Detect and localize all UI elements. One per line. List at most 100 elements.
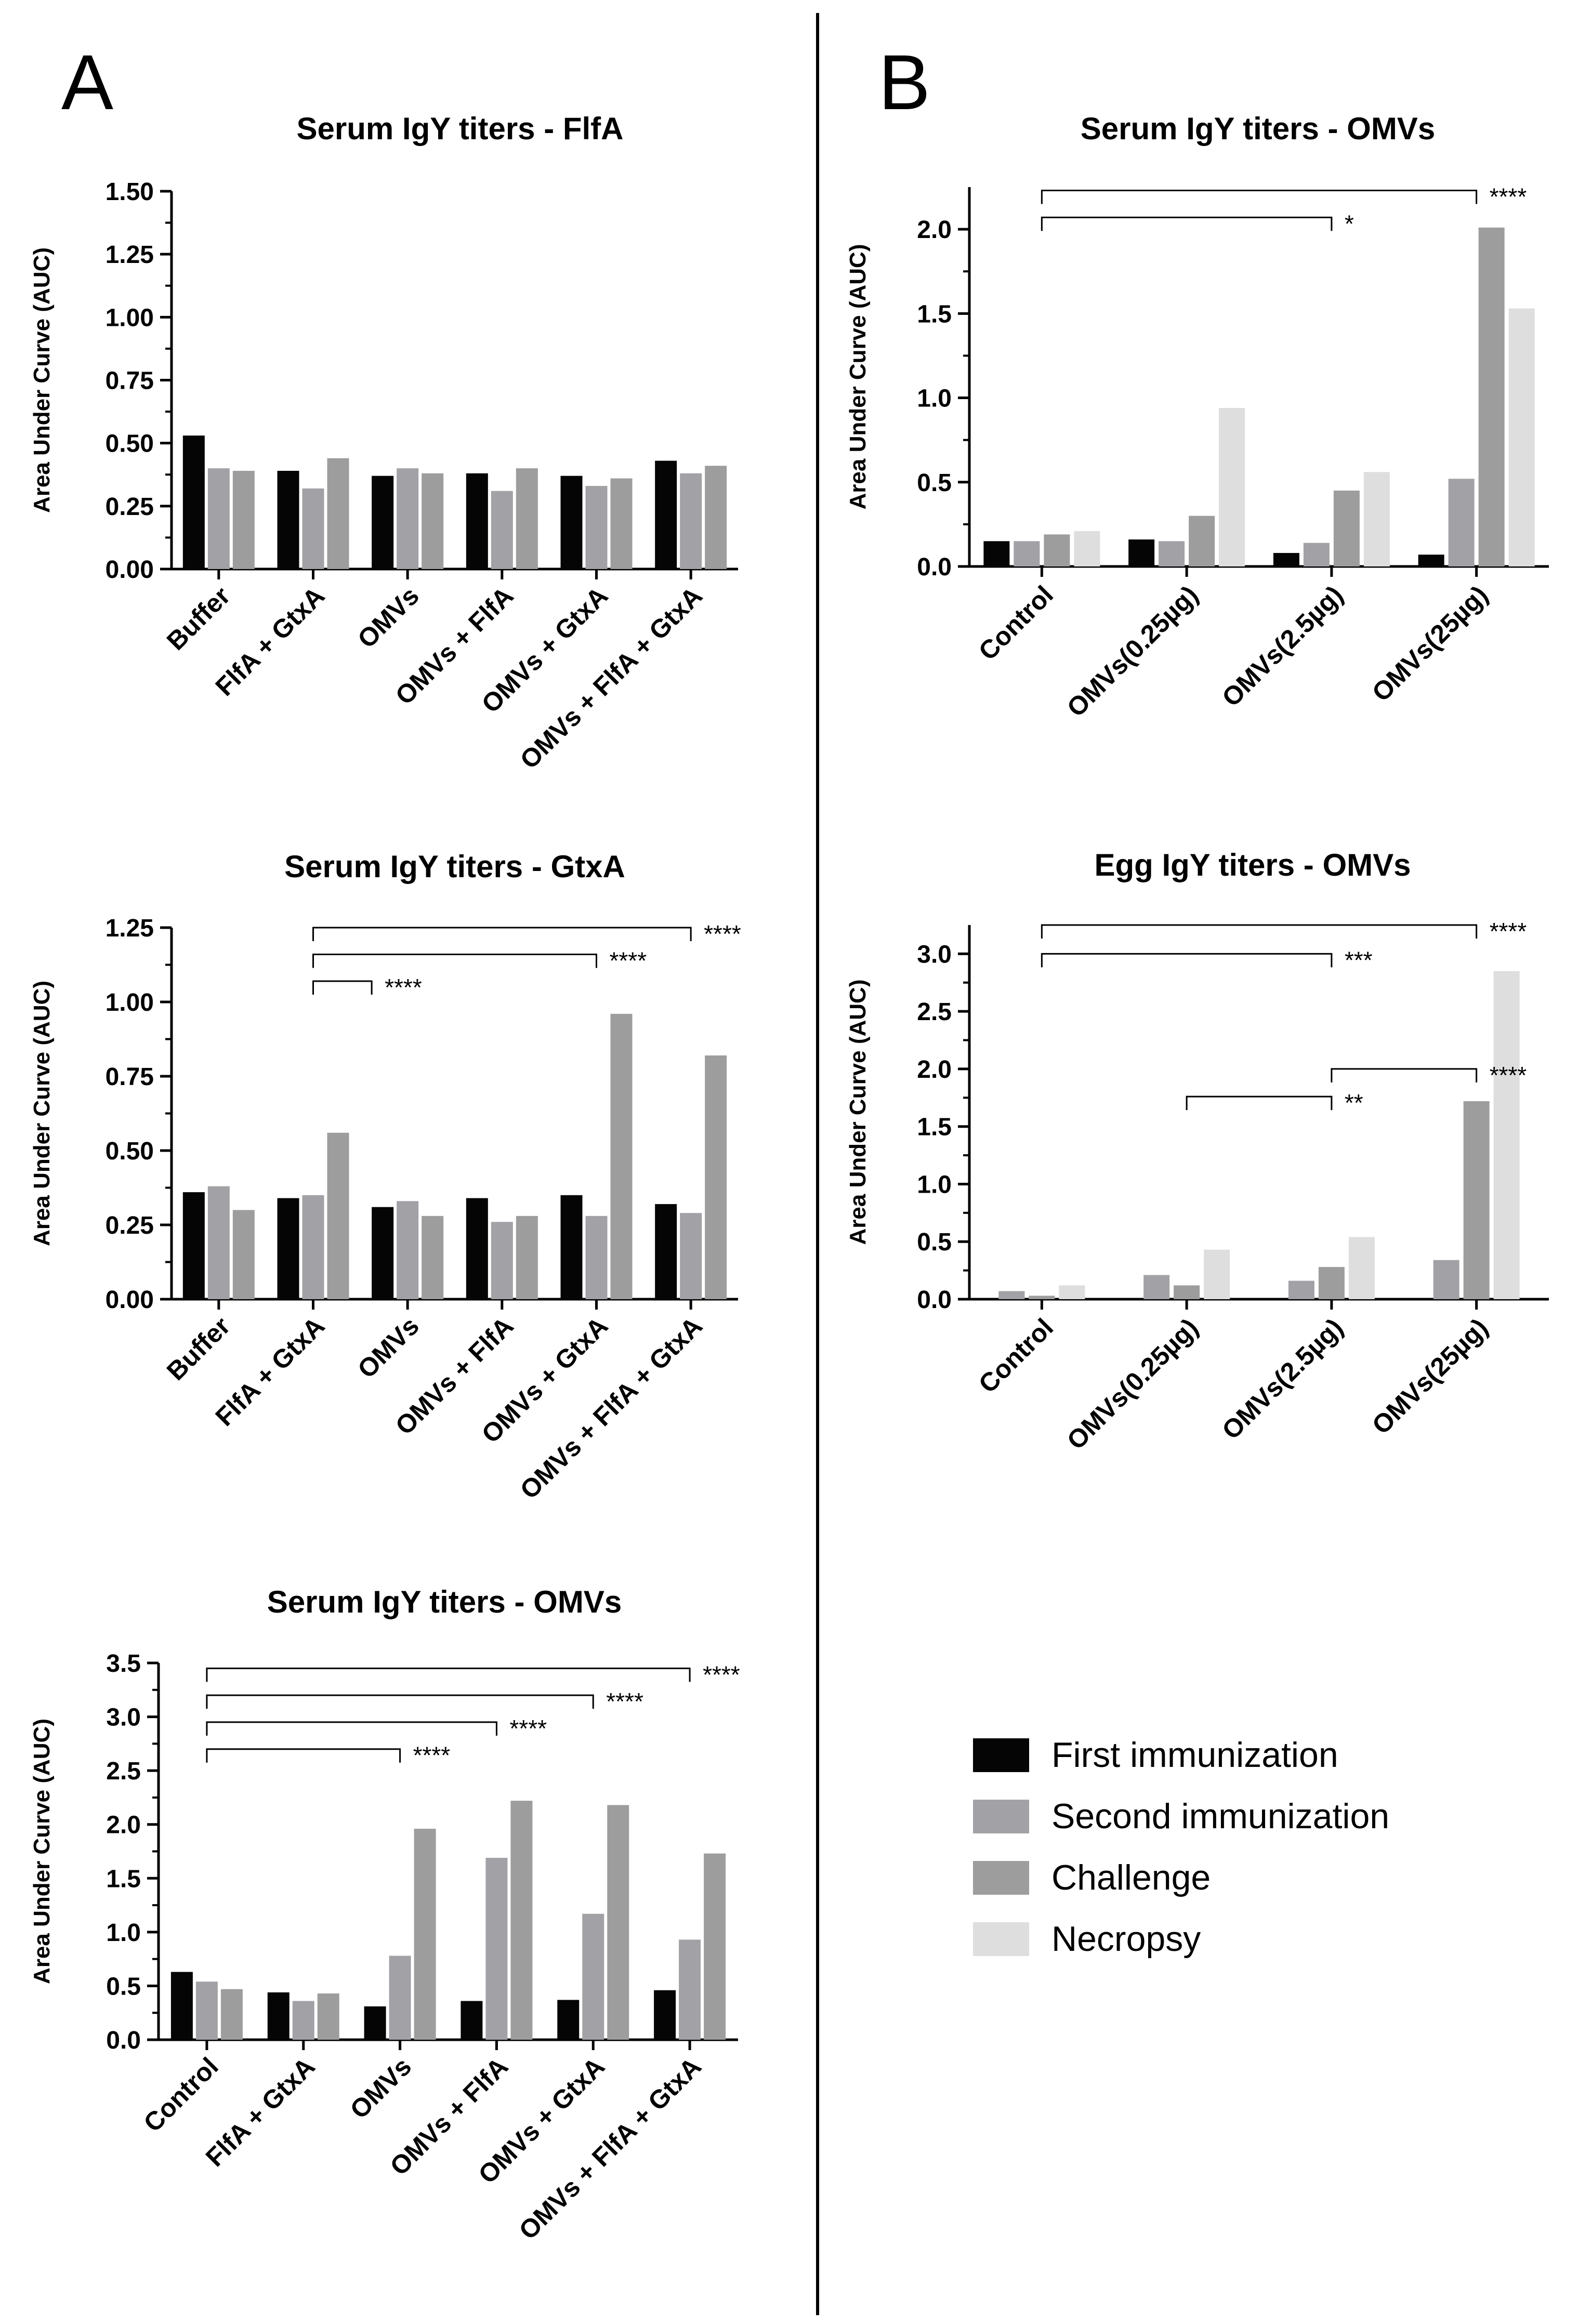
bar — [560, 476, 583, 569]
significance-bracket — [1186, 1095, 1333, 1111]
bar — [1493, 971, 1520, 1299]
legend-label-challenge: Challenge — [1051, 1858, 1211, 1897]
y-tick-label: 1.50 — [106, 178, 154, 206]
significance-bracket — [1041, 953, 1333, 968]
bar — [1333, 491, 1360, 566]
y-tick-label: 1.25 — [106, 915, 154, 942]
y-tick-label: 2.5 — [106, 1758, 141, 1785]
bar — [585, 1216, 608, 1299]
bar — [1418, 554, 1444, 566]
bar — [1478, 227, 1505, 566]
significance-label: **** — [610, 947, 647, 974]
y-tick-label: 1.0 — [917, 385, 952, 413]
bar — [170, 1972, 193, 2040]
bar — [466, 1198, 488, 1299]
bar — [182, 435, 205, 569]
bar — [1059, 1285, 1085, 1299]
bar — [610, 1013, 633, 1299]
y-tick-label: 0.0 — [917, 553, 952, 581]
y-tick-label: 1.0 — [106, 1919, 141, 1947]
bar — [998, 1291, 1025, 1299]
bar — [232, 1210, 255, 1299]
bar — [705, 1055, 727, 1299]
y-tick-label: 0.5 — [106, 1973, 141, 2000]
panel-label-b: B — [878, 38, 930, 126]
y-tick-label: 1.25 — [106, 241, 154, 269]
bar — [983, 541, 1010, 566]
bar — [327, 458, 349, 569]
bar — [1303, 543, 1330, 566]
bar — [267, 1992, 290, 2040]
bar — [1174, 1285, 1200, 1299]
y-tick-label: 0.0 — [917, 1286, 952, 1314]
y-tick-label: 2.5 — [917, 998, 952, 1026]
chart-title: Serum IgY titers - GtxA — [284, 849, 625, 884]
bar — [680, 473, 702, 569]
bar — [461, 2001, 483, 2040]
bar — [1204, 1249, 1230, 1299]
bar — [220, 1989, 243, 2040]
bar — [1363, 472, 1390, 566]
y-axis-label: Area Under Curve (AUC) — [845, 980, 871, 1245]
bar — [1159, 541, 1185, 566]
bar — [414, 1829, 436, 2040]
legend-swatch-challenge — [973, 1861, 1029, 1895]
bar — [1014, 541, 1040, 566]
bar — [232, 470, 255, 569]
significance-label: ** — [1345, 1089, 1363, 1116]
y-tick-label: 0.50 — [106, 430, 154, 458]
y-axis-label: Area Under Curve (AUC) — [845, 244, 871, 510]
legend-swatch-first-immunization — [973, 1738, 1029, 1772]
bar — [207, 468, 230, 569]
y-axis-label: Area Under Curve (AUC) — [29, 247, 55, 513]
y-tick-label: 0.5 — [917, 469, 952, 497]
bar — [372, 1207, 394, 1299]
bar — [364, 2006, 386, 2040]
bar — [327, 1132, 349, 1299]
bar — [585, 486, 608, 569]
significance-bracket — [1331, 1068, 1478, 1082]
chart-title: Serum IgY titers - OMVs — [1081, 111, 1435, 146]
bar — [516, 468, 538, 569]
bar — [372, 476, 394, 569]
significance-bracket — [312, 927, 692, 941]
bar — [679, 1939, 701, 2040]
y-tick-label: 0.5 — [917, 1229, 952, 1256]
bar — [397, 468, 419, 569]
bar — [277, 470, 299, 569]
bar — [207, 1186, 230, 1299]
bar — [510, 1801, 533, 2040]
bar — [1508, 308, 1535, 566]
bar — [1219, 408, 1245, 566]
significance-bracket — [1041, 216, 1333, 231]
chart-title: Serum IgY titers - OMVs — [267, 1584, 622, 1619]
bar — [704, 1853, 726, 2040]
significance-bracket — [312, 953, 597, 968]
bar — [397, 1201, 419, 1299]
bar — [654, 1990, 676, 2040]
y-axis-label: Area Under Curve (AUC) — [29, 1719, 55, 1984]
y-tick-label: 2.0 — [917, 1056, 952, 1084]
bar — [1348, 1237, 1375, 1299]
y-tick-label: 0.25 — [106, 1212, 154, 1239]
bar — [1189, 516, 1215, 566]
legend-label-necropsy: Necropsy — [1051, 1919, 1201, 1959]
bar — [560, 1195, 583, 1299]
y-tick-label: 2.0 — [106, 1812, 141, 1839]
y-tick-label: 3.5 — [106, 1650, 141, 1678]
significance-bracket — [1041, 189, 1478, 204]
significance-label: **** — [606, 1688, 643, 1715]
bar — [705, 466, 727, 569]
bar — [1074, 531, 1100, 566]
legend-label-first-immunization: First immunization — [1051, 1735, 1338, 1775]
y-tick-label: 0.75 — [106, 1063, 154, 1091]
bar — [557, 2000, 580, 2040]
bar — [582, 1913, 604, 2040]
bar — [317, 1993, 339, 2040]
bar — [389, 1956, 411, 2040]
significance-bracket — [206, 1721, 497, 1736]
bar — [292, 2001, 314, 2040]
bar — [1288, 1280, 1314, 1299]
significance-label: **** — [1490, 918, 1527, 945]
significance-bracket — [206, 1748, 401, 1763]
